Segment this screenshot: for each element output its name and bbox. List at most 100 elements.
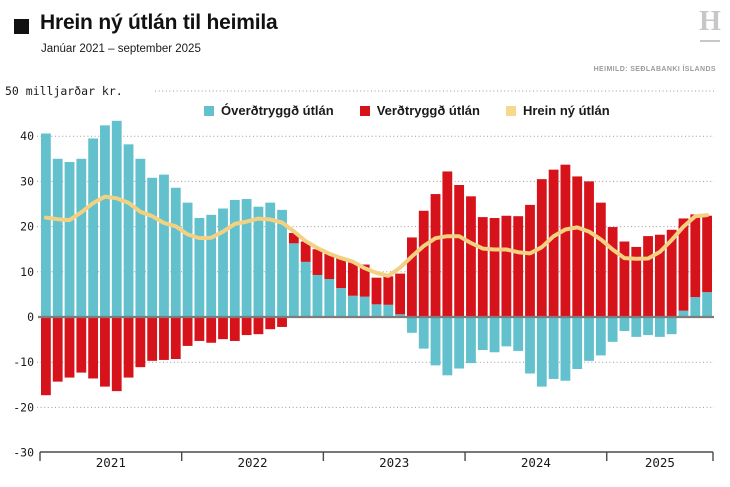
bar-overdtryggd-2024-03 [489, 317, 500, 353]
bar-verdtryggd-2021-04 [76, 317, 87, 373]
bar-verdtryggd-2022-09 [277, 317, 287, 327]
bar-verdtryggd-2022-01 [182, 317, 193, 346]
bar-overdtryggd-2022-03 [206, 214, 217, 317]
bar-overdtryggd-2024-11 [584, 317, 594, 361]
legend-label: Óverðtryggð útlán [221, 103, 334, 118]
bar-verdtryggd-2022-06 [241, 317, 252, 336]
bar-overdtryggd-2024-08 [548, 317, 559, 379]
bar-overdtryggd-2025-01 [607, 317, 618, 342]
y-tick-label-40: 40 [20, 129, 34, 143]
y-tick-label--20: -20 [13, 400, 34, 414]
bar-verdtryggd-2021-12 [170, 317, 181, 360]
bar-verdtryggd-2022-02 [194, 317, 205, 341]
bar-overdtryggd-2022-02 [194, 218, 205, 317]
bar-verdtryggd-2023-04 [359, 264, 370, 297]
bar-overdtryggd-2023-09 [418, 317, 429, 349]
bar-overdtryggd-2023-12 [454, 317, 465, 369]
bar-verdtryggd-2022-05 [229, 317, 240, 341]
bar-overdtryggd-2022-06 [241, 199, 252, 317]
bar-overdtryggd-2021-06 [100, 125, 110, 318]
bar-verdtryggd-2023-12 [454, 185, 465, 317]
bar-verdtryggd-2023-08 [407, 237, 417, 317]
x-year-label-2023: 2023 [379, 455, 409, 470]
bar-verdtryggd-2024-12 [595, 202, 606, 317]
x-year-label-2021: 2021 [96, 455, 126, 470]
publisher-logo: H [699, 6, 721, 37]
bar-overdtryggd-2022-11 [300, 261, 311, 317]
bar-verdtryggd-2024-03 [489, 218, 500, 317]
bar-verdtryggd-2023-11 [442, 171, 453, 317]
bar-overdtryggd-2025-06 [666, 317, 677, 335]
bar-overdtryggd-2022-10 [288, 243, 299, 317]
bar-overdtryggd-2024-06 [525, 317, 535, 374]
bar-overdtryggd-2024-02 [477, 317, 488, 350]
title-square-icon [14, 19, 29, 34]
bar-overdtryggd-2025-04 [643, 317, 653, 336]
bar-overdtryggd-2023-10 [430, 317, 441, 366]
source-credit: HEIMILD: SEÐLABANKI ÍSLANDS [593, 66, 716, 73]
y-axis-title: 50 milljarðar kr. [5, 84, 123, 98]
bar-verdtryggd-2021-11 [159, 317, 169, 360]
bar-verdtryggd-2022-12 [312, 249, 323, 275]
bar-overdtryggd-2024-01 [466, 317, 476, 364]
bar-verdtryggd-2021-03 [64, 317, 75, 378]
bar-verdtryggd-2023-10 [430, 194, 441, 317]
bar-verdtryggd-2024-05 [513, 216, 524, 317]
bar-verdtryggd-2024-01 [466, 196, 476, 317]
bar-verdtryggd-2023-02 [336, 258, 346, 289]
y-tick-label-10: 10 [20, 265, 34, 279]
bar-overdtryggd-2024-05 [513, 317, 524, 351]
bar-overdtryggd-2023-06 [383, 304, 394, 317]
y-tick-label-30: 30 [20, 174, 34, 188]
bar-verdtryggd-2023-06 [383, 276, 394, 305]
legend-swatch-cyan-icon [204, 105, 214, 116]
bar-verdtryggd-2025-08 [690, 214, 701, 298]
bar-overdtryggd-2023-11 [442, 317, 453, 376]
bar-overdtryggd-2022-01 [182, 202, 193, 317]
net-line [43, 194, 710, 278]
bar-verdtryggd-2024-11 [584, 181, 594, 317]
bar-overdtryggd-2021-08 [123, 144, 134, 317]
bar-verdtryggd-2022-10 [288, 232, 299, 244]
bar-verdtryggd-2025-04 [643, 236, 653, 317]
y-tick-label-20: 20 [20, 220, 34, 234]
bar-verdtryggd-2023-07 [395, 273, 406, 315]
bar-overdtryggd-2022-07 [253, 206, 264, 317]
bar-overdtryggd-2022-08 [265, 202, 276, 317]
bar-overdtryggd-2025-07 [678, 310, 689, 317]
bar-overdtryggd-2024-10 [572, 317, 583, 369]
legend-item-net: Hrein ný útlán [505, 103, 610, 118]
bar-overdtryggd-2023-08 [407, 317, 417, 333]
bar-verdtryggd-2021-08 [123, 317, 134, 378]
bar-verdtryggd-2022-03 [206, 317, 217, 343]
x-year-label-2022: 2022 [237, 455, 267, 470]
bar-verdtryggd-2023-03 [347, 262, 358, 296]
bar-overdtryggd-2022-05 [229, 199, 240, 317]
bar-overdtryggd-2023-04 [359, 296, 370, 317]
bar-verdtryggd-2025-03 [631, 246, 642, 317]
bar-verdtryggd-2021-05 [88, 317, 99, 379]
x-year-label-2025: 2025 [645, 455, 675, 470]
bar-verdtryggd-2021-07 [111, 317, 122, 392]
bar-verdtryggd-2024-04 [501, 215, 512, 317]
bar-overdtryggd-2021-12 [170, 187, 181, 317]
bar-overdtryggd-2022-04 [218, 208, 228, 317]
legend-swatch-red-icon [359, 105, 370, 116]
bar-verdtryggd-2024-09 [560, 164, 571, 317]
bar-overdtryggd-2021-02 [52, 158, 63, 317]
bar-verdtryggd-2025-09 [702, 215, 712, 293]
y-tick-label--10: -10 [13, 355, 34, 369]
legend-item-overdtryggd: Óverðtryggð útlán [204, 103, 334, 118]
bar-verdtryggd-2024-10 [572, 176, 583, 317]
bar-verdtryggd-2024-08 [548, 169, 559, 317]
bar-overdtryggd-2023-02 [336, 288, 346, 317]
bar-overdtryggd-2024-04 [501, 317, 512, 347]
bar-overdtryggd-2025-05 [654, 317, 665, 337]
bar-overdtryggd-2021-05 [88, 138, 99, 317]
bar-overdtryggd-2023-01 [324, 279, 335, 317]
bar-overdtryggd-2023-07 [395, 314, 406, 317]
y-tick-label-0: 0 [27, 310, 34, 324]
bar-overdtryggd-2022-12 [312, 274, 323, 317]
publisher-logo-underline [700, 40, 720, 42]
